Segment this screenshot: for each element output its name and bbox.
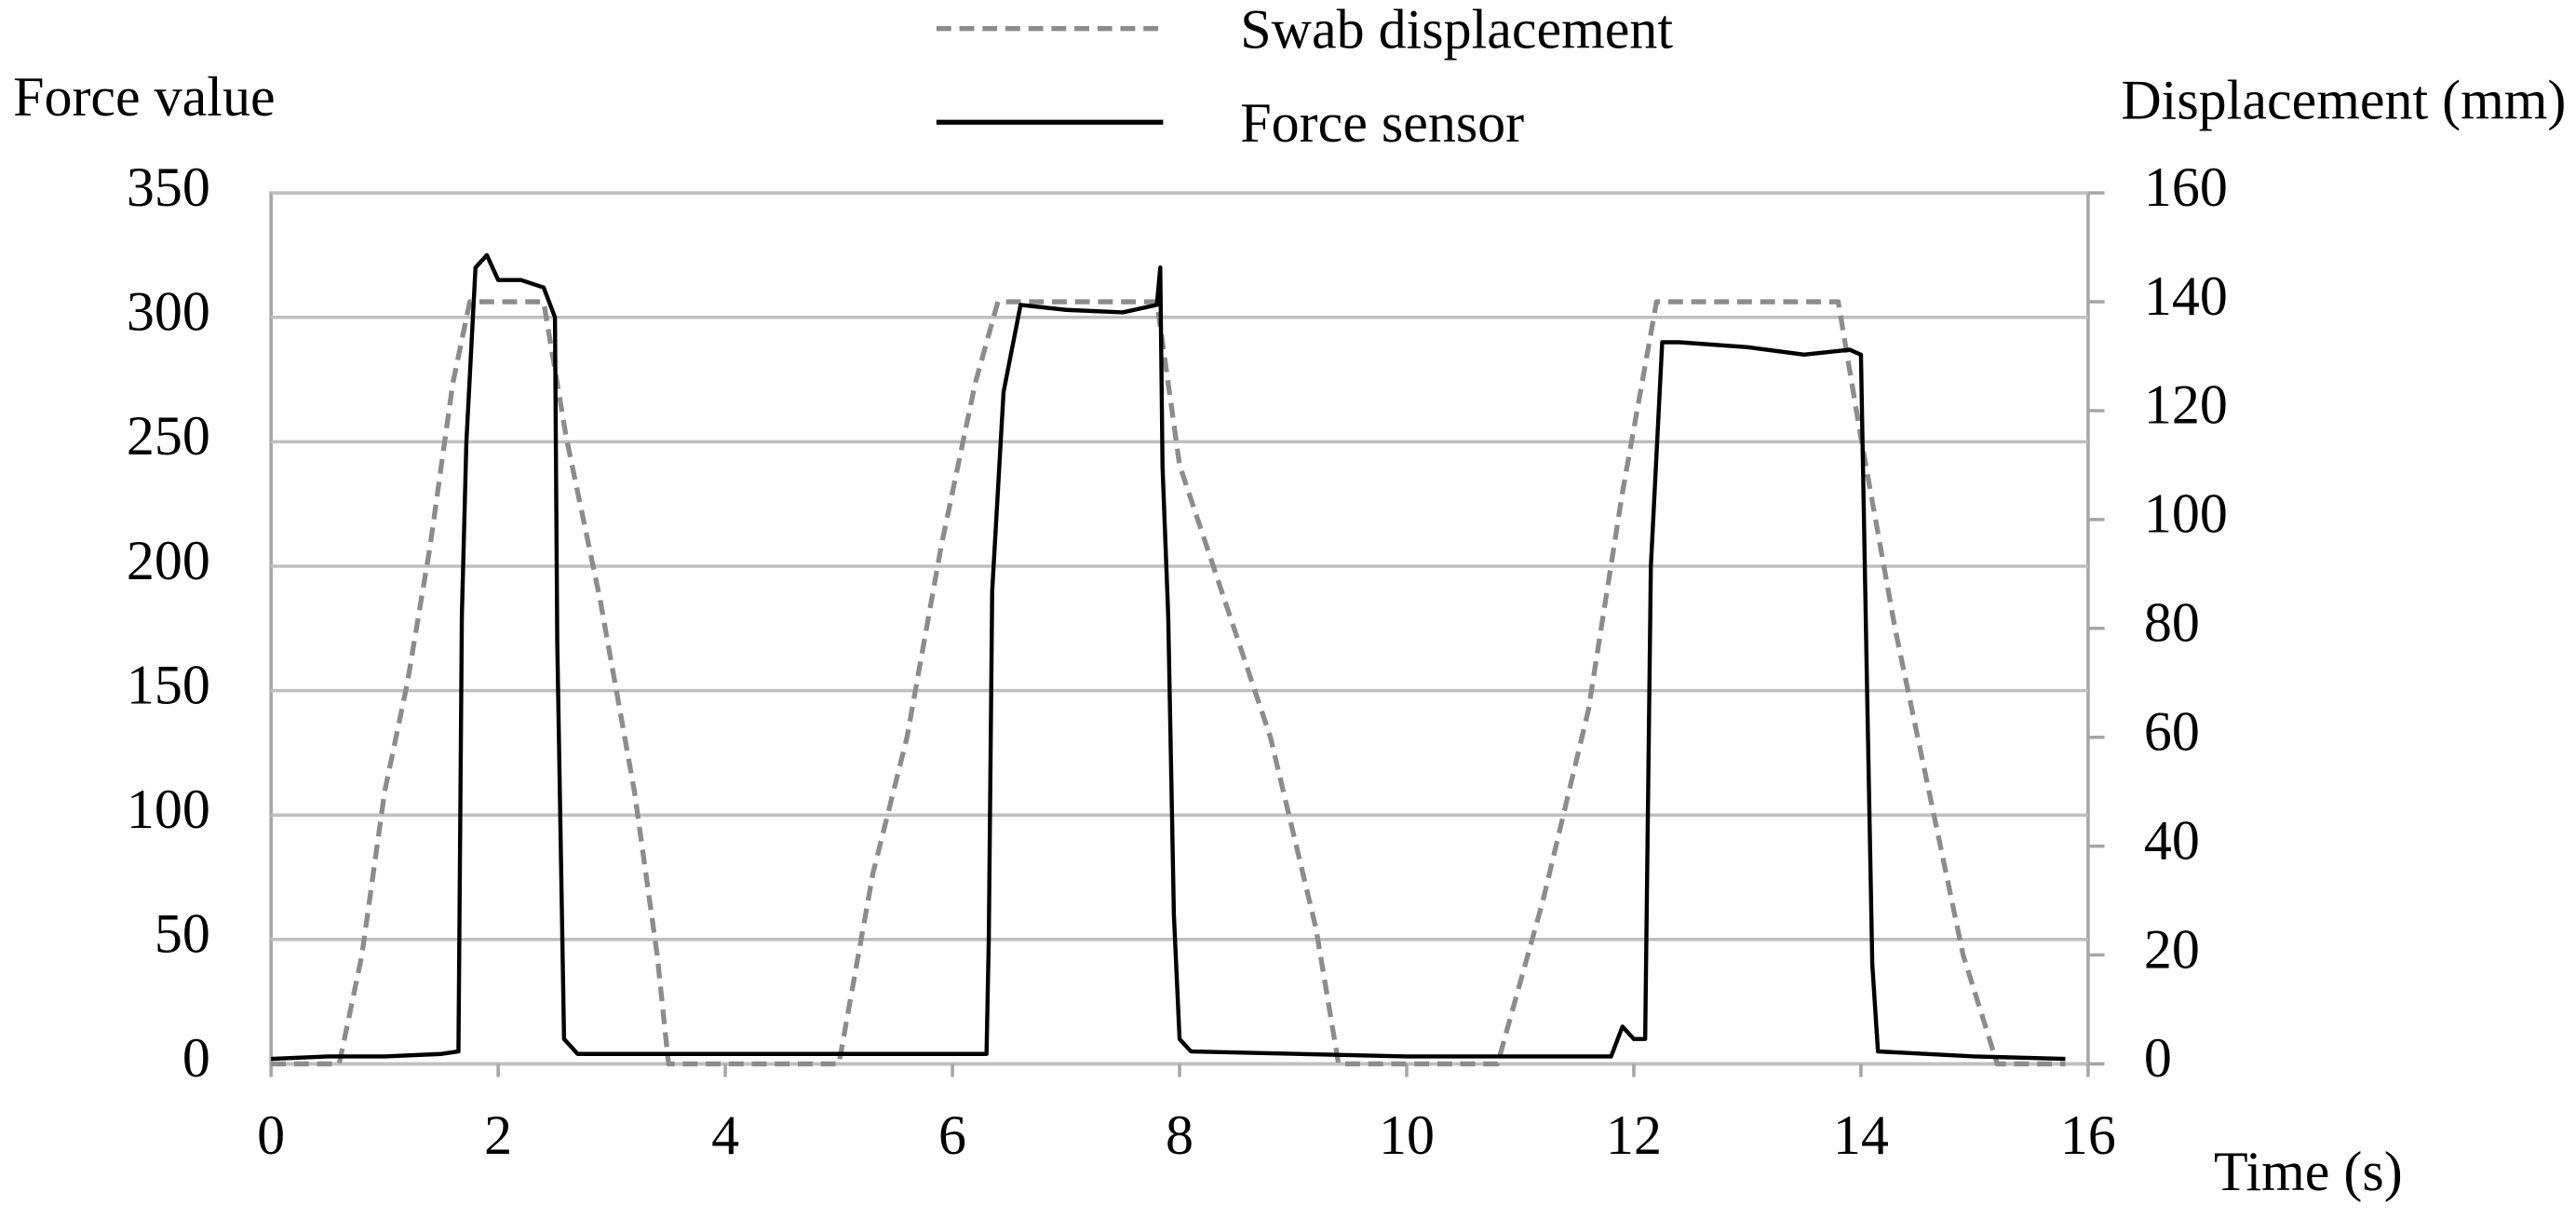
legend-label: Force sensor <box>1240 92 1524 154</box>
y2-tick-label: 80 <box>2144 592 2200 654</box>
plot-frame <box>269 191 2090 1066</box>
y-tick-label: 100 <box>127 779 210 840</box>
x-tick-label: 0 <box>257 1104 285 1166</box>
x-tick-label: 8 <box>1166 1104 1194 1166</box>
y-tick-label: 150 <box>127 654 210 715</box>
x-tick-label: 2 <box>484 1104 512 1166</box>
y2-tick-label: 120 <box>2144 374 2228 436</box>
y-axis-label: Force value <box>13 66 275 128</box>
legend-label: Swab displacement <box>1240 0 1673 61</box>
x-tick-label: 16 <box>2060 1104 2116 1166</box>
y2-tick-label: 20 <box>2144 918 2200 980</box>
y-tick-label: 200 <box>127 530 210 591</box>
x-tick-label: 14 <box>1833 1104 1889 1166</box>
y-tick-label: 250 <box>127 405 210 467</box>
y2-tick-label: 40 <box>2144 809 2200 871</box>
x-tick-label: 4 <box>711 1104 739 1166</box>
y2-tick-label: 60 <box>2144 700 2200 762</box>
y2-tick-label: 100 <box>2144 483 2228 545</box>
y2-axis-label: Displacement (mm) <box>2121 69 2566 130</box>
y2-tick-label: 0 <box>2144 1027 2172 1089</box>
series-line <box>271 252 2066 1062</box>
y-tick-label: 0 <box>182 1027 210 1089</box>
x-axis-label: Time (s) <box>2214 1141 2403 1202</box>
y2-tick-label: 160 <box>2144 156 2228 218</box>
y-tick-label: 350 <box>127 156 210 218</box>
x-tick-label: 6 <box>938 1104 966 1166</box>
y2-tick-label: 140 <box>2144 265 2228 327</box>
y-tick-label: 300 <box>127 281 210 343</box>
x-tick-label: 12 <box>1606 1104 1662 1166</box>
series-line <box>271 299 2066 1067</box>
y-tick-label: 50 <box>155 903 210 965</box>
x-tick-label: 10 <box>1379 1104 1435 1166</box>
